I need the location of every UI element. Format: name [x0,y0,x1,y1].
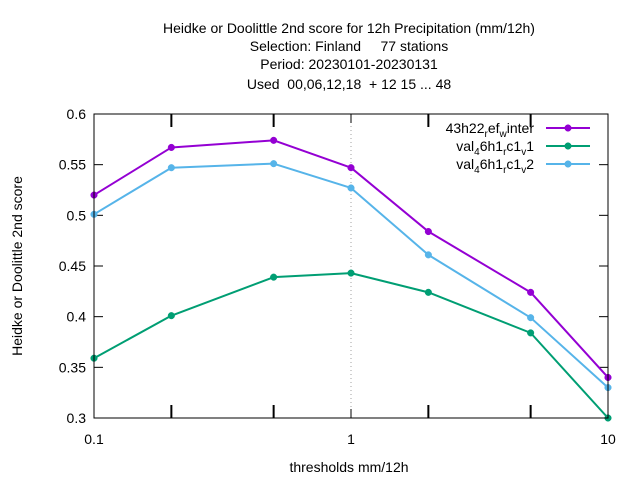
series-3 [90,160,612,392]
y-axis-label: Heidke or Doolittle 2nd score [9,176,25,356]
series-2 [90,269,612,422]
y-tick-labels: 0.3 0.35 0.4 0.45 0.5 0.55 0.6 [59,106,86,426]
x-tick-label: 1 [347,431,355,447]
legend-label: val46h1rc1v1 [456,138,534,158]
data-point [167,143,175,151]
legend-label: val46h1rc1v2 [456,156,534,176]
data-point [424,288,432,296]
title-line-4: Used 00,06,12,18 + 12 15 ... 48 [247,76,452,92]
x-tick-label: 10 [600,431,616,447]
data-point [270,160,278,168]
data-point [527,329,535,337]
x-tick-label: 0.1 [84,431,104,447]
data-point [424,227,432,236]
y-tick-label: 0.35 [59,359,86,375]
plot-frame [93,113,609,419]
chart-title: Heidke or Doolittle 2nd score for 12h Pr… [163,20,535,92]
data-point [347,184,355,192]
legend-marker [564,124,572,132]
x-tick-labels: 0.1 1 10 [84,431,616,447]
data-point [167,312,175,320]
legend-entry-1: 43h22refwinter [446,120,590,140]
title-line-1: Heidke or Doolittle 2nd score for 12h Pr… [163,20,535,36]
data-point [527,288,535,296]
series-1 [90,136,612,382]
data-point [270,273,278,281]
legend-marker [564,142,572,150]
legend-entry-2: val46h1rc1v1 [456,138,590,158]
title-line-2: Selection: Finland 77 stations [250,38,448,54]
y-tick-label: 0.55 [59,157,86,173]
data-point [167,164,175,172]
series-lines [90,136,612,422]
data-point [424,251,432,259]
legend-marker [564,160,572,168]
y-tick-label: 0.6 [67,106,87,122]
title-line-3: Period: 20230101-20230131 [260,56,438,72]
legend-entry-3: val46h1rc1v2 [456,156,590,176]
data-point [347,269,355,277]
data-point [347,164,355,172]
legend-label: 43h22refwinter [446,120,535,140]
x-axis-label: thresholds mm/12h [289,459,408,475]
y-tick-label: 0.4 [67,309,87,325]
y-tick-label: 0.3 [67,410,87,426]
y-tick-label: 0.45 [59,258,86,274]
y-tick-label: 0.5 [67,207,87,223]
data-point [527,314,535,322]
data-point [270,136,278,144]
